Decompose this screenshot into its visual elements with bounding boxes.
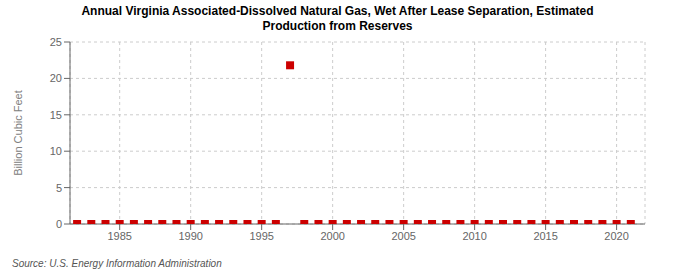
html-text:Annual Virginia Associated-Dis: Annual Virginia Associated-Dissolved Nat… xyxy=(81,4,594,18)
svg-text:2015: 2015 xyxy=(533,230,557,242)
svg-text:20: 20 xyxy=(50,72,62,84)
svg-text:15: 15 xyxy=(50,109,62,121)
svg-text:25: 25 xyxy=(50,36,62,48)
svg-text:2020: 2020 xyxy=(604,230,628,242)
svg-text:1985: 1985 xyxy=(107,230,131,242)
svg-text:10: 10 xyxy=(50,145,62,157)
svg-text:1990: 1990 xyxy=(178,230,202,242)
svg-text:1995: 1995 xyxy=(249,230,273,242)
svg-text:2005: 2005 xyxy=(391,230,415,242)
svg-text:2010: 2010 xyxy=(462,230,486,242)
svg-text:Billion Cubic Feet: Billion Cubic Feet xyxy=(12,90,24,176)
html-text:Production from Reserves: Production from Reserves xyxy=(262,19,413,33)
svg-text:2000: 2000 xyxy=(320,230,344,242)
svg-text:0: 0 xyxy=(56,218,62,230)
svg-text:5: 5 xyxy=(56,182,62,194)
html-text:Source: U.S. Energy Informatio: Source: U.S. Energy Information Administ… xyxy=(12,258,222,269)
